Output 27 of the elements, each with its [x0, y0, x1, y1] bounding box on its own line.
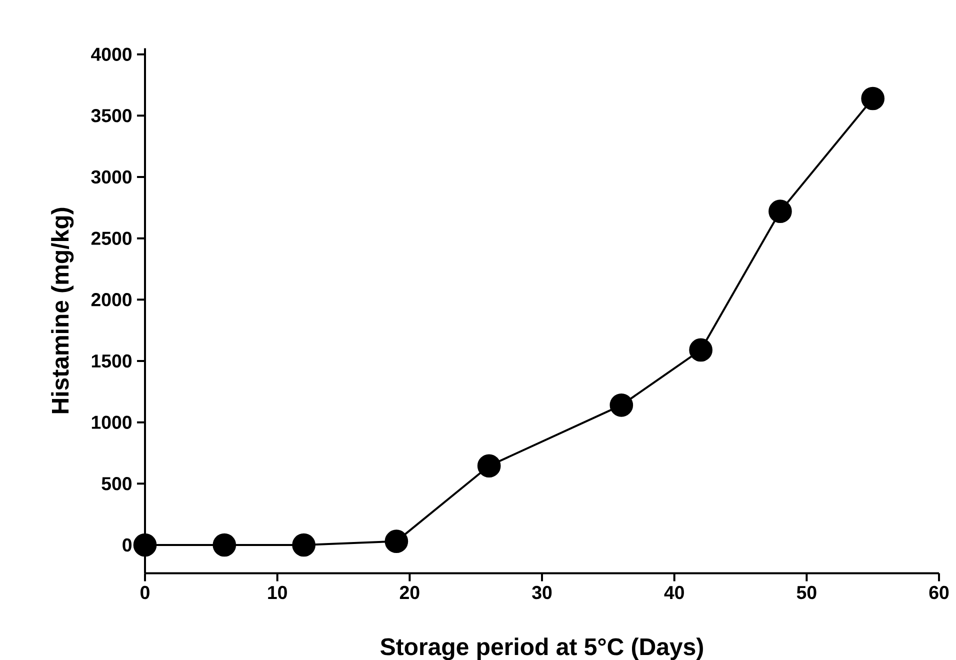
- x-axis-title: Storage period at 5°C (Days): [380, 638, 703, 660]
- point: [384, 530, 408, 553]
- point: [212, 533, 236, 557]
- point: [610, 393, 634, 417]
- y-tick-label: 1500: [92, 354, 132, 368]
- x-tick-label: 30: [532, 586, 552, 600]
- point: [292, 533, 316, 557]
- point: [133, 533, 157, 557]
- x-tick-label: 60: [929, 586, 949, 600]
- x-tick-label: 50: [796, 586, 816, 600]
- y-tick-label: 2500: [91, 232, 132, 245]
- x-tick-label: 40: [664, 586, 684, 600]
- y-tick-label: 1000: [92, 416, 132, 429]
- x-tick-label: 20: [400, 586, 420, 600]
- y-tick-label: 500: [102, 477, 132, 490]
- y-tick-label: 4000: [91, 48, 132, 61]
- point: [768, 200, 792, 224]
- y-axis-title: Histamine (mg/kg): [51, 208, 74, 414]
- x-tick-label: 0: [140, 586, 150, 600]
- y-tick-label: 0: [122, 538, 132, 552]
- point: [861, 86, 885, 110]
- y-tick-label: 3500: [91, 109, 132, 122]
- x-tick-label: 10: [268, 586, 287, 600]
- point: [689, 338, 712, 362]
- y-tick-label: 2000: [91, 293, 132, 306]
- point: [477, 454, 501, 478]
- y-tick-label: 3000: [91, 170, 132, 184]
